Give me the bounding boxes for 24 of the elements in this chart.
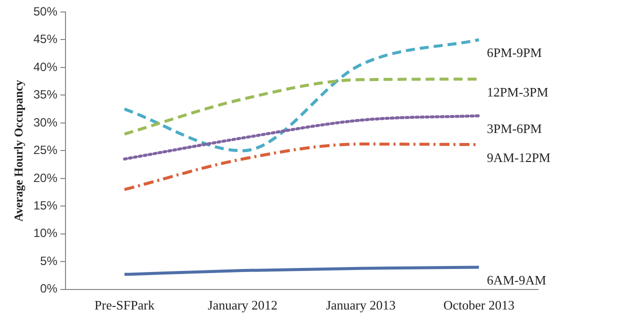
series-label: 12PM-3PM [486, 84, 549, 100]
x-tick-label: Pre-SFPark [94, 298, 155, 313]
y-tick-label: 35% [33, 88, 58, 102]
line-series [122, 266, 480, 276]
y-tick-label: 20% [33, 170, 58, 185]
series-label: 6PM-9PM [486, 45, 542, 60]
y-tick-label: 45% [33, 32, 58, 46]
y-tick-label: 25% [33, 143, 58, 158]
y-axis-title: Average Hourly Occupancy [11, 80, 26, 222]
x-tick-label: January 2013 [326, 298, 396, 313]
y-tick-label: 15% [33, 198, 58, 212]
series-label: 9AM-12PM [486, 150, 551, 166]
x-tick-label: January 2012 [208, 298, 278, 313]
y-tick-label: 50% [33, 4, 58, 18]
y-tick-label: 0% [40, 282, 58, 296]
y-tick-label: 5% [40, 254, 58, 268]
line-series [122, 38, 480, 152]
y-tick-label: 10% [33, 226, 58, 240]
series-label: 3PM-6PM [486, 121, 542, 136]
line-series [122, 114, 480, 161]
y-tick-label: 30% [33, 115, 58, 130]
x-tick-label: October 2013 [443, 298, 514, 313]
y-tick-label: 40% [33, 60, 58, 74]
series-label: 6AM-9AM [486, 272, 547, 288]
